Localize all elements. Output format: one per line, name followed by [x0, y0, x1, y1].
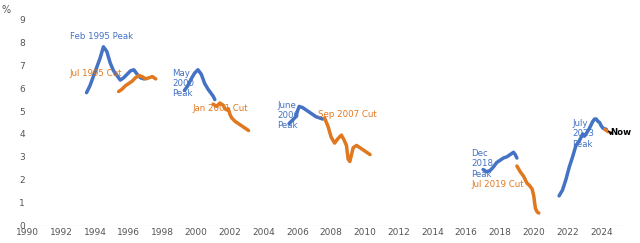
Text: Dec
2018
Peak: Dec 2018 Peak — [471, 149, 493, 179]
Text: June
2006
Peak: June 2006 Peak — [277, 101, 300, 130]
Text: Now: Now — [611, 128, 632, 137]
Text: Sep 2007 Cut: Sep 2007 Cut — [317, 110, 376, 119]
Text: Jul 1995 Cut: Jul 1995 Cut — [70, 69, 122, 78]
Text: Jan 2001 Cut: Jan 2001 Cut — [193, 104, 248, 113]
Text: May
2000
Peak: May 2000 Peak — [173, 69, 195, 98]
Text: July
2023
Peak: July 2023 Peak — [573, 119, 595, 149]
Text: Jul 2019 Cut: Jul 2019 Cut — [471, 180, 524, 189]
Text: %: % — [2, 5, 11, 15]
Text: Feb 1995 Peak: Feb 1995 Peak — [70, 32, 132, 41]
